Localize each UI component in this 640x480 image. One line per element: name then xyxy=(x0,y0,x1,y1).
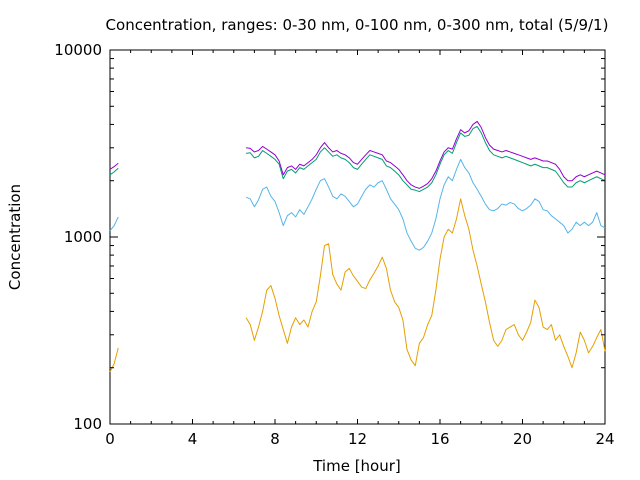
y-axis-ticks: 100 1000 10000 xyxy=(54,41,605,433)
plot-frame xyxy=(109,49,606,425)
y-tick-label: 1000 xyxy=(64,228,102,246)
series-segment xyxy=(109,347,119,373)
series-segment xyxy=(109,162,119,170)
plot-border xyxy=(109,49,606,425)
series-segment xyxy=(246,125,606,193)
x-tick-label: 0 xyxy=(105,430,115,448)
y-tick-label: 100 xyxy=(73,415,102,433)
series-line-3 xyxy=(109,125,606,193)
x-axis-ticks: 0 4 8 12 16 20 24 xyxy=(105,50,615,448)
chart-title: Concentration, ranges: 0-30 nm, 0-100 nm… xyxy=(106,16,609,34)
x-tick-label: 16 xyxy=(430,430,449,448)
series-line-2 xyxy=(109,158,606,251)
series-segment xyxy=(245,198,606,369)
x-tick-label: 8 xyxy=(270,430,280,448)
y-axis-label: Concentration xyxy=(6,184,24,290)
series-segment xyxy=(109,216,119,232)
x-axis-label: Time [hour] xyxy=(312,457,401,475)
x-tick-label: 20 xyxy=(513,430,532,448)
y-tick-label: 10000 xyxy=(54,41,102,59)
x-tick-label: 4 xyxy=(188,430,198,448)
series-segment xyxy=(109,167,119,176)
series-line-1 xyxy=(109,198,606,373)
series-layer xyxy=(109,120,606,373)
x-tick-label: 24 xyxy=(595,430,614,448)
series-segment xyxy=(245,158,606,251)
series-segment xyxy=(246,120,606,189)
series-line-4 xyxy=(109,120,606,189)
x-tick-label: 12 xyxy=(348,430,367,448)
